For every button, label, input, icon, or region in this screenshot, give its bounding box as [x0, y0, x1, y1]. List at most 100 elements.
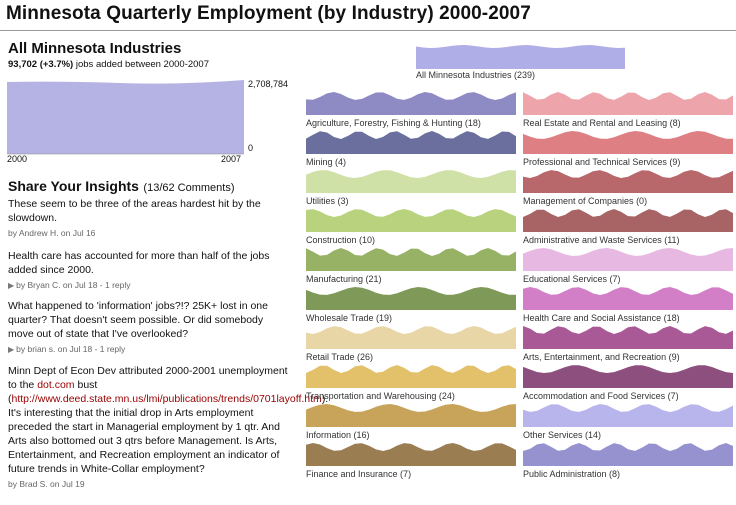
y-axis-max-label: 2,708,784	[248, 79, 289, 89]
industry-area[interactable]	[306, 131, 516, 154]
x-axis-start-label: 2000	[7, 154, 28, 164]
page-title: Minnesota Quarterly Employment (by Indus…	[6, 3, 531, 24]
industry-area[interactable]	[523, 170, 733, 193]
industry-area[interactable]	[306, 209, 516, 232]
comment-text: These seem to be three of the areas hard…	[8, 198, 261, 224]
jobs-summary: 93,702 (+3.7%) jobs added between 2000-2…	[8, 59, 209, 70]
industry-label[interactable]: Agriculture, Forestry, Fishing & Hunting…	[306, 118, 481, 128]
comment-text: Health care has accounted for more than …	[8, 250, 270, 276]
industry-label[interactable]: Accommodation and Food Services (7)	[523, 391, 679, 401]
industry-label[interactable]: Professional and Technical Services (9)	[523, 157, 680, 167]
industry-label[interactable]: Management of Companies (0)	[523, 196, 647, 206]
industry-chart[interactable]: Manufacturing (21)	[306, 248, 516, 284]
industry-area[interactable]	[306, 365, 516, 388]
industry-area[interactable]	[306, 92, 516, 115]
industry-chart[interactable]: Other Services (14)	[523, 404, 733, 440]
y-axis-min-label: 0	[248, 143, 254, 153]
industry-label[interactable]: Arts, Entertainment, and Recreation (9)	[523, 352, 680, 362]
comment-text-part: bust (	[8, 379, 98, 405]
industry-label[interactable]: Real Estate and Rental and Leasing (8)	[523, 118, 681, 128]
industry-label[interactable]: Manufacturing (21)	[306, 274, 382, 284]
comment-item: These seem to be three of the areas hard…	[8, 197, 290, 240]
industry-area[interactable]	[306, 248, 516, 271]
industry-area[interactable]	[306, 326, 516, 349]
comment-link[interactable]: dot.com	[37, 379, 75, 391]
industry-label[interactable]: Mining (4)	[306, 157, 346, 167]
industry-label[interactable]: Health Care and Social Assistance (18)	[523, 313, 680, 323]
industry-chart[interactable]: Public Administration (8)	[523, 443, 733, 479]
comment-text: Minn Dept of Econ Dev attributed 2000-20…	[8, 365, 328, 475]
comment-text-part: Minn Dept of Econ Dev attributed 2000-20…	[8, 365, 288, 391]
comment-item: Health care has accounted for more than …	[8, 249, 290, 293]
industry-chart[interactable]: Health Care and Social Assistance (18)	[523, 287, 733, 323]
industry-chart[interactable]: Professional and Technical Services (9)	[523, 131, 733, 167]
industry-chart[interactable]: Information (16)	[306, 404, 516, 440]
industry-label[interactable]: Other Services (14)	[523, 430, 601, 440]
industry-chart[interactable]: Real Estate and Rental and Leasing (8)	[523, 92, 733, 128]
industry-label[interactable]: Administrative and Waste Services (11)	[523, 235, 680, 245]
industry-chart[interactable]: Management of Companies (0)	[523, 170, 733, 206]
industry-chart[interactable]: Wholesale Trade (19)	[306, 287, 516, 323]
industry-label[interactable]: Retail Trade (26)	[306, 352, 373, 362]
expand-reply-icon[interactable]: ▶	[8, 345, 15, 354]
industry-label[interactable]: Transportation and Warehousing (24)	[306, 391, 455, 401]
overview-area-chart[interactable]	[0, 70, 300, 170]
industry-chart[interactable]: Educational Services (7)	[523, 248, 733, 284]
comment-text: What happened to 'information' jobs?!? 2…	[8, 300, 268, 340]
overview-area[interactable]	[7, 80, 244, 154]
industry-label[interactable]: Wholesale Trade (19)	[306, 313, 392, 323]
industry-area[interactable]	[523, 365, 733, 388]
overview-heading: All Minnesota Industries	[8, 40, 182, 57]
comment-byline-text[interactable]: by Bryan C. on Jul 18 - 1 reply	[16, 280, 131, 290]
industry-label[interactable]: Information (16)	[306, 430, 370, 440]
industry-chart[interactable]: Arts, Entertainment, and Recreation (9)	[523, 326, 733, 362]
industry-label[interactable]: Finance and Insurance (7)	[306, 469, 411, 479]
industry-area[interactable]	[306, 404, 516, 427]
industry-label[interactable]: Utilities (3)	[306, 196, 349, 206]
comment-item: Minn Dept of Econ Dev attributed 2000-20…	[8, 364, 328, 491]
industry-area[interactable]	[523, 131, 733, 154]
comment-text-part: ). It's interesting that the initial dro…	[8, 393, 329, 475]
comment-byline[interactable]: by Andrew H. on Jul 16	[8, 228, 96, 238]
comment-byline[interactable]: by Brad S. on Jul 19	[8, 479, 85, 489]
industry-chart[interactable]: Agriculture, Forestry, Fishing & Hunting…	[306, 92, 516, 128]
comment-byline-text[interactable]: by brian s. on Jul 18 - 1 reply	[16, 344, 126, 354]
industry-area[interactable]	[523, 248, 733, 271]
industry-area[interactable]	[523, 443, 733, 466]
industry-chart[interactable]: Mining (4)	[306, 131, 516, 167]
industry-label[interactable]: All Minnesota Industries (239)	[416, 70, 535, 80]
industry-chart[interactable]: Retail Trade (26)	[306, 326, 516, 362]
jobs-summary-text: jobs added between 2000-2007	[73, 59, 209, 70]
industry-label[interactable]: Public Administration (8)	[523, 469, 620, 479]
industry-area[interactable]	[523, 209, 733, 232]
industry-area[interactable]	[523, 326, 733, 349]
industry-chart[interactable]: Accommodation and Food Services (7)	[523, 365, 733, 401]
jobs-change: 93,702 (+3.7%)	[8, 59, 74, 70]
title-divider	[0, 30, 736, 31]
industry-area[interactable]	[523, 404, 733, 427]
industry-chart[interactable]: Utilities (3)	[306, 170, 516, 206]
expand-reply-icon[interactable]: ▶	[8, 281, 15, 290]
comment-byline[interactable]: ▶ by brian s. on Jul 18 - 1 reply	[8, 342, 290, 357]
insights-title: Share Your Insights	[8, 178, 139, 194]
industry-area[interactable]	[523, 287, 733, 310]
comment-byline[interactable]: ▶ by Bryan C. on Jul 18 - 1 reply	[8, 278, 290, 293]
insights-comment-count[interactable]: (13/62 Comments)	[143, 182, 235, 194]
industry-label[interactable]: Construction (10)	[306, 235, 375, 245]
industry-area[interactable]	[306, 170, 516, 193]
industry-chart[interactable]: Administrative and Waste Services (11)	[523, 209, 733, 245]
industry-chart[interactable]: Construction (10)	[306, 209, 516, 245]
industry-chart[interactable]: Finance and Insurance (7)	[306, 443, 516, 479]
industry-label[interactable]: Educational Services (7)	[523, 274, 621, 284]
industry-chart[interactable]: All Minnesota Industries (239)	[416, 45, 625, 80]
industry-area[interactable]	[306, 443, 516, 466]
industry-chart[interactable]: Transportation and Warehousing (24)	[306, 365, 516, 401]
industry-area[interactable]	[416, 45, 625, 69]
insights-header: Share Your Insights (13/62 Comments)	[8, 178, 235, 196]
comment-item: What happened to 'information' jobs?!? 2…	[8, 299, 290, 357]
x-axis-end-label: 2007	[221, 154, 242, 164]
industry-area[interactable]	[523, 92, 733, 115]
comment-link[interactable]: http://www.deed.state.mn.us/lmi/publicat…	[11, 393, 322, 405]
industry-area[interactable]	[306, 287, 516, 310]
